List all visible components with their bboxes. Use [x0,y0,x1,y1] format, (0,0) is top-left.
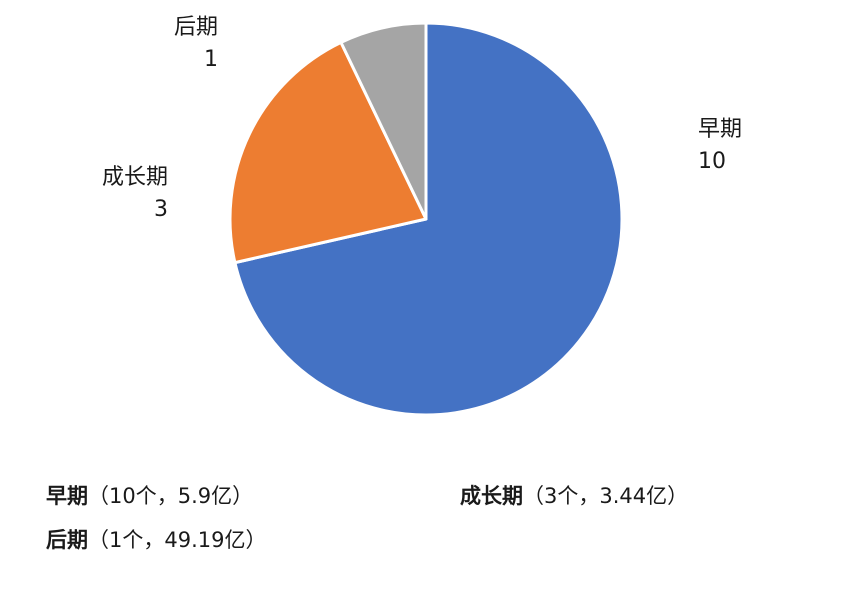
slice-label-name-houqi: 后期 [174,15,218,40]
pie-chart: 早期 10 成长期 3 后期 1 [102,15,742,417]
pie-slice-labels: 早期 10 成长期 3 后期 1 [102,15,742,222]
slice-label-value-houqi: 1 [204,47,218,72]
legend-item-name: 成长期 [460,484,523,508]
legend-item-name: 后期 [46,528,88,552]
legend-item-houqi: 后期（1个，49.19亿） [46,524,266,554]
legend-item-chengzhangqi: 成长期（3个，3.44亿） [460,480,688,510]
slice-label-value-zaoqi: 10 [698,149,726,174]
slice-label-name-chengzhangqi: 成长期 [102,165,168,190]
pie-slices [228,21,624,417]
pie-slice-houqi [339,21,428,221]
legend-item-detail: （3个，3.44亿） [523,484,689,508]
legend-item-zaoqi: 早期（10个，5.9亿） [46,480,253,510]
pie-slice-zaoqi [233,21,624,417]
slice-label-name-zaoqi: 早期 [698,117,742,142]
slice-label-value-chengzhangqi: 3 [154,197,168,222]
legend-item-name: 早期 [46,484,88,508]
legend-item-detail: （10个，5.9亿） [88,484,254,508]
pie-slice-chengzhangqi [228,40,428,265]
legend-item-detail: （1个，49.19亿） [88,528,267,552]
